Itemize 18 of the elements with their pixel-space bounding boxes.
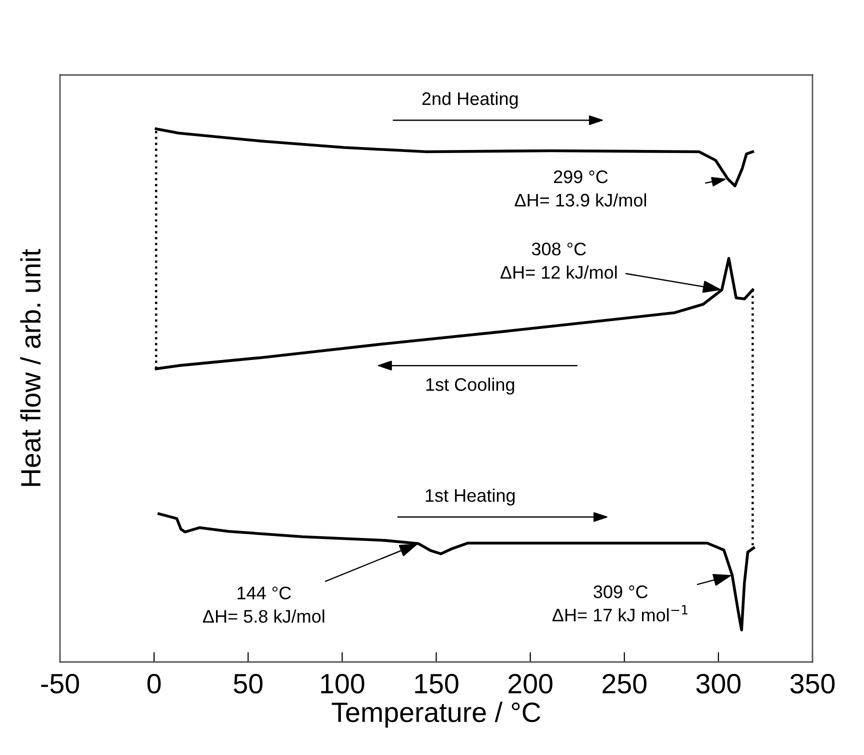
- x-tick-label: 250: [602, 674, 646, 694]
- y-axis-title: Heat flow / arb. unit: [20, 249, 41, 486]
- x-tick-label: 150: [415, 674, 458, 694]
- x-tick-label: 300: [696, 674, 741, 694]
- x-axis-title: Temperature / °C: [332, 702, 540, 728]
- annotation: 309 °C ΔH= 17 kJ mol$^{−1}$: [552, 585, 688, 622]
- x-tick-label: 350: [790, 674, 835, 694]
- annotation: 308 °C ΔH= 12 kJ/mol: [500, 242, 617, 279]
- annotation: 1st Heating: [426, 488, 515, 506]
- annotation: 144 °C ΔH= 5.8 kJ/mol: [202, 586, 324, 623]
- x-tick-label: -50: [41, 674, 79, 694]
- x-tick-label: 0: [147, 674, 161, 694]
- x-tick-label: 50: [234, 674, 262, 694]
- x-tick-label: 100: [321, 674, 364, 694]
- x-tick-label: 200: [508, 674, 552, 694]
- annotation: 299 °C ΔH= 13.9 kJ/mol: [514, 170, 646, 207]
- text: 2nd Heating: [422, 92, 518, 109]
- annotation: 1st Cooling: [426, 378, 514, 395]
